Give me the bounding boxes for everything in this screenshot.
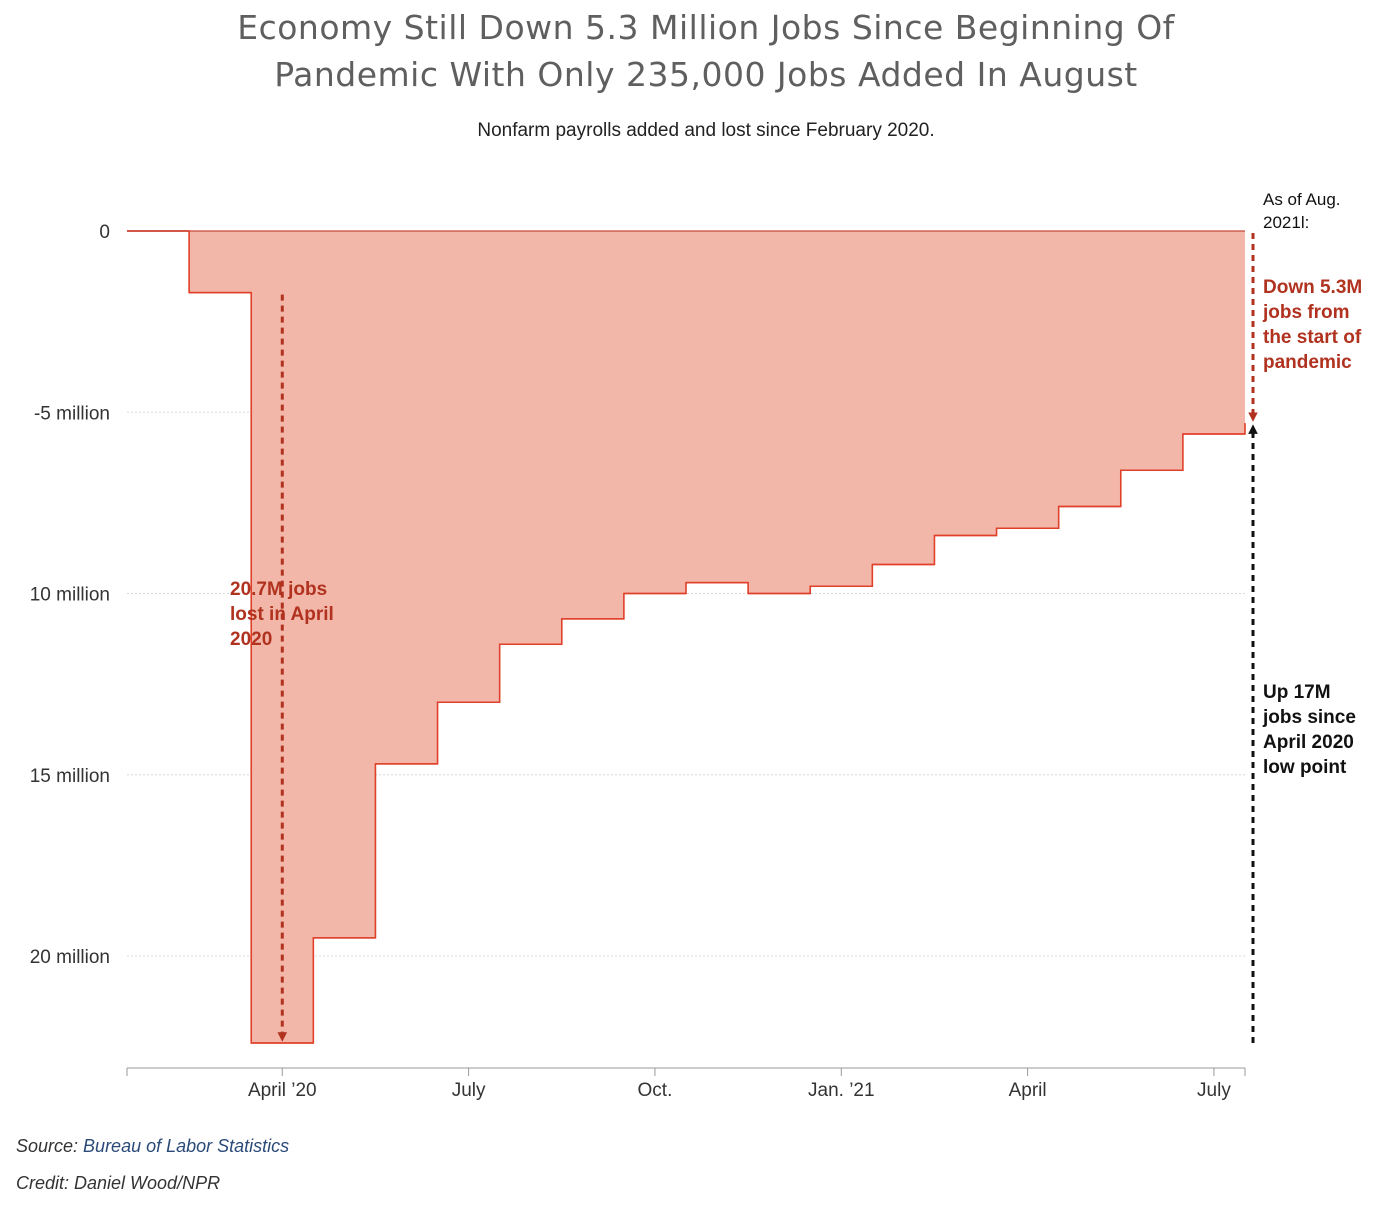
april-loss-annotation: 20.7M jobs <box>230 579 327 600</box>
y-tick-label: 20 million <box>30 947 110 968</box>
jobs-area <box>127 231 1245 1043</box>
source-prefix: Source: <box>16 1136 84 1156</box>
april-loss-annotation: 2020 <box>230 629 272 650</box>
source-link[interactable]: Bureau of Labor Statistics <box>83 1136 290 1156</box>
down-annotation: jobs from <box>1262 302 1350 323</box>
as-of-annotation: As of Aug. <box>1263 190 1341 209</box>
x-tick-label: July <box>1197 1080 1231 1101</box>
as-of-annotation: 2021l: <box>1263 213 1309 232</box>
x-tick-label: July <box>452 1080 486 1101</box>
april-loss-annotation: lost in April <box>230 604 334 625</box>
up-annotation: April 2020 <box>1263 732 1354 753</box>
up-annotation: Up 17M <box>1263 682 1331 703</box>
x-tick-label: April <box>1009 1080 1047 1101</box>
chart-title: Economy Still Down 5.3 Million Jobs Sinc… <box>0 4 1392 98</box>
chart-title-line-2: Pandemic With Only 235,000 Jobs Added In… <box>274 55 1138 94</box>
up-annotation: low point <box>1263 757 1347 778</box>
x-tick-label: April ’20 <box>248 1080 317 1101</box>
down-annotation: Down 5.3M <box>1263 277 1362 298</box>
chart-subtitle: Nonfarm payrolls added and lost since Fe… <box>477 120 935 141</box>
y-tick-label: 0 <box>99 222 110 243</box>
credit-line: Credit: Daniel Wood/NPR <box>16 1173 221 1193</box>
chart-title-line-1: Economy Still Down 5.3 Million Jobs Sinc… <box>237 8 1175 47</box>
x-tick-label: Jan. ’21 <box>808 1080 875 1101</box>
up-annotation: jobs since <box>1262 707 1356 728</box>
down-annotation: the start of <box>1263 327 1362 348</box>
x-tick-label: Oct. <box>638 1080 673 1101</box>
y-tick-label: -5 million <box>34 403 110 424</box>
y-tick-label: 10 million <box>30 585 110 606</box>
y-tick-label: 15 million <box>30 766 110 787</box>
down-annotation: pandemic <box>1263 352 1352 373</box>
source-line: Source: Bureau of Labor Statistics <box>16 1136 289 1157</box>
